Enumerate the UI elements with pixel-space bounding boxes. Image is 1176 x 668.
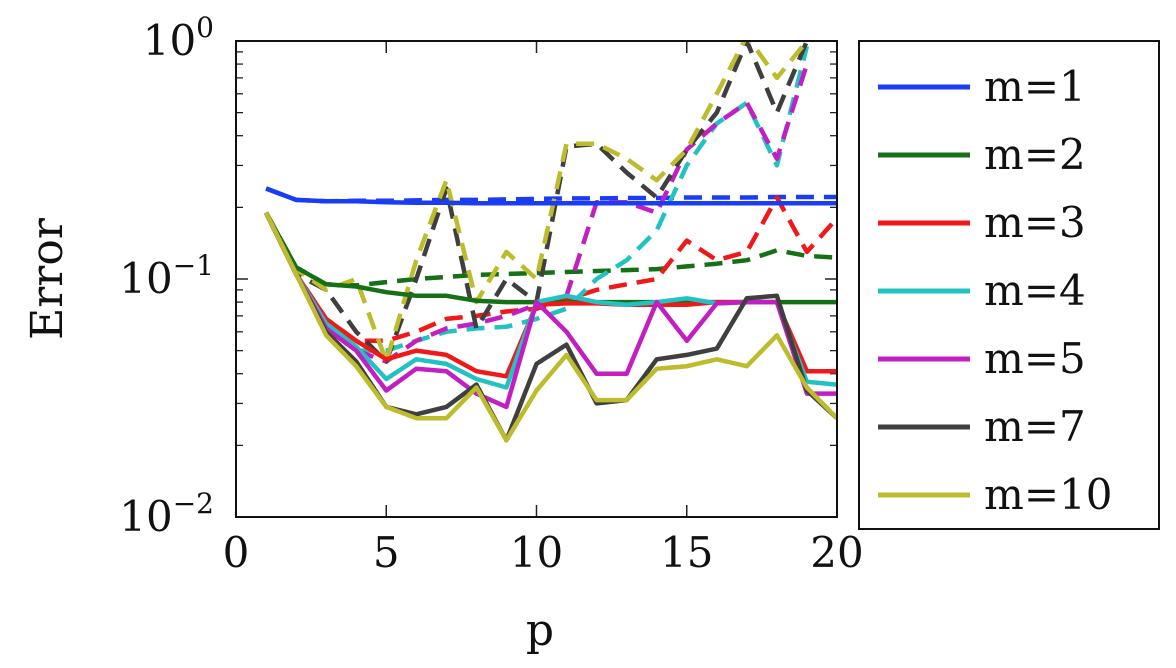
y-axis-label: Error: [22, 217, 73, 340]
y-tick-labels: 10−2 10−1 100: [119, 11, 214, 541]
legend: m=1 m=2 m=3 m=4 m=5 m=7 m=10: [858, 40, 1160, 530]
axis-ticks: [235, 40, 838, 518]
series-line-m10-dashed: [264, 41, 809, 364]
x-tick-label: 20: [810, 528, 863, 577]
x-tick-label: 15: [660, 528, 713, 577]
x-axis-label: p: [526, 605, 554, 656]
legend-label-m4: m=4: [984, 266, 1086, 315]
series-line-m2-dashed: [264, 211, 837, 288]
x-tick-label: 5: [373, 528, 400, 577]
x-tick-labels: 0 5 10 15 20: [223, 528, 864, 577]
y-tick-label: 100: [143, 11, 214, 65]
y-tick-label: 10−1: [119, 249, 214, 303]
x-tick-label: 0: [223, 528, 250, 577]
series-line-m10: [264, 211, 837, 443]
legend-frame: [858, 40, 1160, 530]
series-line-m1: [265, 186, 837, 206]
series-line-m7: [264, 211, 837, 443]
series-line-m2: [264, 211, 837, 305]
x-tick-label: 10: [510, 528, 563, 577]
series-line-m4-dashed: [264, 45, 810, 353]
legend-label-m3: m=3: [984, 198, 1086, 247]
legend-label-m2: m=2: [984, 130, 1086, 179]
legend-label-m10: m=10: [984, 470, 1112, 519]
plot-frame: [235, 40, 838, 518]
legend-label-m1: m=1: [984, 62, 1086, 111]
y-tick-label: 10−2: [119, 487, 214, 541]
legend-label-m5: m=5: [984, 334, 1086, 383]
legend-label-m7: m=7: [984, 402, 1086, 451]
series-layer: [264, 41, 837, 443]
